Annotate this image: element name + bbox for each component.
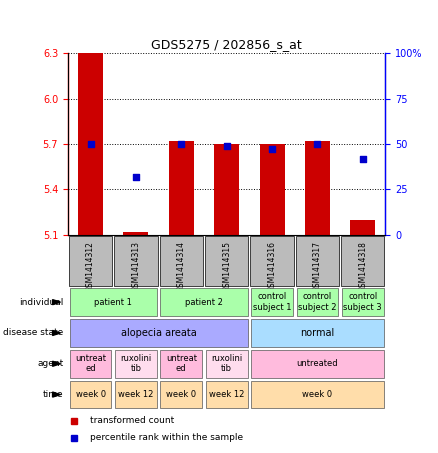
Text: week 12: week 12 xyxy=(118,390,154,399)
Text: control
subject 2: control subject 2 xyxy=(298,293,337,312)
Bar xyxy=(205,236,248,286)
Text: percentile rank within the sample: percentile rank within the sample xyxy=(90,433,243,442)
Text: GSM1414318: GSM1414318 xyxy=(358,241,367,292)
Bar xyxy=(70,350,111,378)
Bar xyxy=(70,319,247,347)
Text: normal: normal xyxy=(300,328,335,338)
Bar xyxy=(78,53,103,235)
Bar xyxy=(251,381,384,409)
Polygon shape xyxy=(53,392,60,397)
Text: individual: individual xyxy=(19,298,64,307)
Bar xyxy=(160,350,202,378)
Text: ruxolini
tib: ruxolini tib xyxy=(211,354,242,373)
Text: week 0: week 0 xyxy=(302,390,332,399)
Text: untreat
ed: untreat ed xyxy=(75,354,106,373)
Bar xyxy=(342,288,384,316)
Text: GSM1414316: GSM1414316 xyxy=(268,241,276,292)
Bar xyxy=(169,141,194,235)
Bar xyxy=(305,141,330,235)
Bar xyxy=(114,236,158,286)
Text: untreated: untreated xyxy=(297,359,338,368)
Bar xyxy=(296,236,339,286)
Text: control
subject 1: control subject 1 xyxy=(253,293,291,312)
Point xyxy=(268,146,276,153)
Text: agent: agent xyxy=(37,359,64,368)
Text: GSM1414314: GSM1414314 xyxy=(177,241,186,292)
Bar xyxy=(160,288,247,316)
Text: alopecia areata: alopecia areata xyxy=(121,328,197,338)
Text: GSM1414313: GSM1414313 xyxy=(131,241,141,292)
Text: week 0: week 0 xyxy=(75,390,106,399)
Bar xyxy=(260,144,285,235)
Text: patient 2: patient 2 xyxy=(185,298,223,307)
Bar xyxy=(250,236,294,286)
Point xyxy=(132,173,139,180)
Title: GDS5275 / 202856_s_at: GDS5275 / 202856_s_at xyxy=(151,38,302,51)
Bar xyxy=(124,231,148,235)
Bar xyxy=(70,288,157,316)
Bar xyxy=(206,350,247,378)
Polygon shape xyxy=(53,299,60,305)
Text: week 0: week 0 xyxy=(166,390,196,399)
Polygon shape xyxy=(53,361,60,366)
Point xyxy=(87,140,94,148)
Polygon shape xyxy=(53,330,60,336)
Bar xyxy=(251,350,384,378)
Bar xyxy=(350,220,375,235)
Text: patient 1: patient 1 xyxy=(94,298,132,307)
Text: untreat
ed: untreat ed xyxy=(166,354,197,373)
Text: GSM1414315: GSM1414315 xyxy=(222,241,231,292)
Point xyxy=(223,142,230,149)
Bar xyxy=(69,236,112,286)
Text: GSM1414317: GSM1414317 xyxy=(313,241,322,292)
Text: transformed count: transformed count xyxy=(90,416,174,425)
Text: disease state: disease state xyxy=(3,328,64,337)
Point xyxy=(359,155,366,162)
Point xyxy=(314,140,321,148)
Point xyxy=(178,140,185,148)
Bar xyxy=(70,381,111,409)
Text: control
subject 3: control subject 3 xyxy=(343,293,382,312)
Bar xyxy=(341,236,385,286)
Bar xyxy=(297,288,338,316)
Bar xyxy=(160,381,202,409)
Bar xyxy=(214,144,239,235)
Text: ruxolini
tib: ruxolini tib xyxy=(120,354,152,373)
Bar xyxy=(251,288,293,316)
Bar xyxy=(115,350,157,378)
Text: time: time xyxy=(43,390,64,399)
Text: week 12: week 12 xyxy=(209,390,244,399)
Bar xyxy=(115,381,157,409)
Bar xyxy=(251,319,384,347)
Bar xyxy=(206,381,247,409)
Text: GSM1414312: GSM1414312 xyxy=(86,241,95,292)
Bar xyxy=(159,236,203,286)
